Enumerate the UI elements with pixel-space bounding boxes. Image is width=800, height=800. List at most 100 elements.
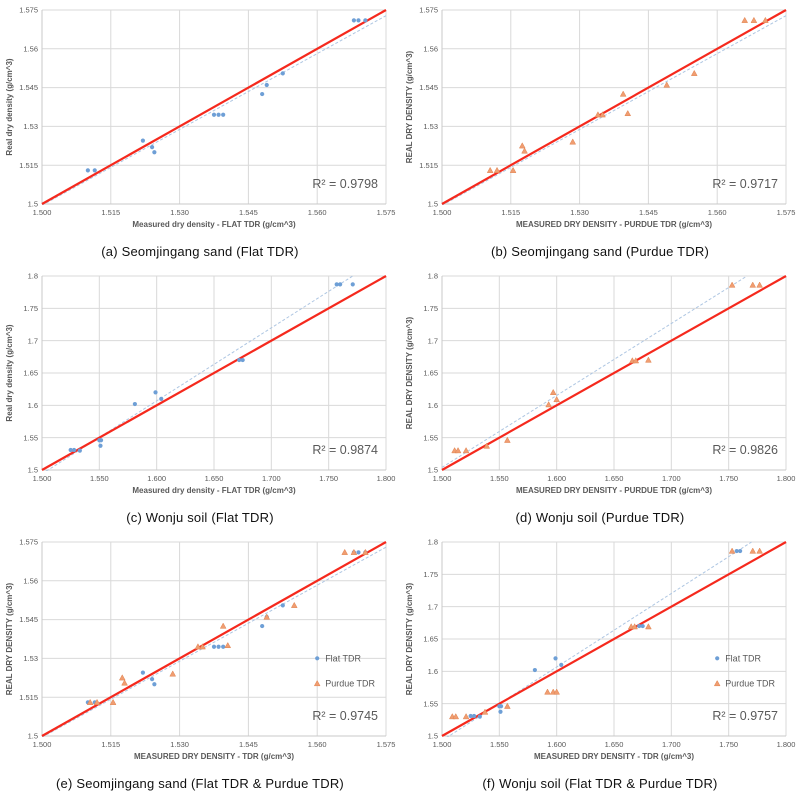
flat-tdr-point	[738, 548, 743, 554]
flat-tdr-point	[734, 548, 739, 554]
purdue-tdr-point	[632, 357, 640, 364]
flat-tdr-point	[149, 676, 155, 682]
flat-tdr-point	[85, 168, 90, 173]
flat-tdr-point	[92, 168, 97, 173]
scatter-series-purdue-tdr	[451, 281, 763, 454]
scatter-series-flat-tdr	[468, 548, 743, 719]
legend: Flat TDR Purdue TDR	[713, 653, 776, 689]
y-tick-label: 1.56	[423, 44, 438, 53]
x-tick-label: 1.500	[33, 208, 52, 217]
x-tick-label: 1.650	[605, 474, 624, 483]
y-tick-label: 1.65	[23, 369, 38, 378]
y-axis-title: REAL DRY DENSITY (g/cm^3)	[5, 582, 14, 695]
purdue-tdr-point	[493, 166, 501, 173]
flat-tdr-point	[350, 282, 355, 287]
flat-tdr-point	[637, 623, 642, 629]
plot-area	[41, 9, 387, 205]
flat-tdr-point	[559, 662, 564, 667]
purdue-tdr-point	[631, 623, 638, 630]
purdue-tdr-point	[118, 674, 126, 681]
purdue-tdr-point	[263, 613, 271, 620]
identity-trendline	[441, 275, 787, 471]
x-tick-label: 1.545	[239, 740, 258, 749]
y-tick-label: 1.545	[19, 83, 38, 92]
plot-area	[441, 275, 787, 471]
y-tick-label: 1.56	[23, 576, 38, 585]
plot-area	[41, 541, 387, 737]
y-tick-label: 1.56	[23, 44, 38, 53]
r-squared-label: R² = 0.9826	[712, 443, 778, 457]
chart-a-seomjingang-flat: R² = 0.9798 1.500 1.515 1.530 1.545 1.560 1.57…	[5, 6, 396, 229]
flat-tdr-point	[477, 714, 482, 719]
y-tick-label: 1.8	[428, 272, 438, 281]
purdue-tdr-point	[462, 713, 470, 720]
flat-tdr-point	[221, 644, 226, 649]
x-tick-label: 1.560	[708, 208, 727, 217]
y-tick-label: 1.5	[28, 732, 38, 741]
figure-b: R² = 0.9717 1.500 1.515 1.530 1.545 1.560 1.57…	[400, 2, 800, 268]
flat-tdr-point	[260, 623, 265, 629]
purdue-tdr-point	[762, 16, 769, 23]
x-tick-label: 1.500	[433, 474, 452, 483]
fit-trendline	[41, 546, 387, 737]
flat-tdr-point	[140, 138, 146, 143]
figure-e: R² = 0.9745 Flat TDR Purdue TDR 1.500 1.515 1…	[0, 534, 400, 800]
chart-c-wonju-flat: R² = 0.9874 1.500 1.550 1.600 1.650 1.700 1.75…	[5, 272, 395, 495]
flat-tdr-point	[152, 682, 157, 687]
identity-trendline	[441, 9, 787, 205]
y-tick-label: 1.545	[419, 83, 438, 92]
y-tick-label: 1.575	[419, 6, 438, 15]
gridlines	[441, 9, 787, 205]
flat-tdr-point	[132, 401, 137, 407]
x-tick-label: 1.700	[662, 740, 681, 749]
x-tick-label: 1.650	[205, 474, 224, 483]
legend-label-purdue-tdr: Purdue TDR	[725, 679, 775, 689]
x-tick-label: 1.550	[490, 740, 509, 749]
flat-tdr-point	[149, 144, 155, 150]
y-tick-label: 1.75	[423, 570, 438, 579]
scatter-series-flat-tdr	[85, 550, 368, 705]
purdue-tdr-point	[645, 356, 652, 363]
purdue-tdr-point	[109, 698, 117, 705]
y-tick-label: 1.53	[423, 122, 438, 131]
purdue-tdr-point	[169, 670, 177, 677]
y-tick-label: 1.55	[423, 433, 438, 442]
purdue-tdr-point	[224, 641, 232, 649]
y-tick-label: 1.8	[428, 538, 438, 547]
purdue-tdr-point	[341, 548, 349, 555]
y-tick-label: 1.7	[428, 602, 438, 611]
y-tick-label: 1.515	[19, 161, 38, 170]
flat-tdr-point	[152, 150, 157, 155]
x-tick-label: 1.560	[308, 208, 327, 217]
purdue-tdr-point	[569, 138, 577, 145]
legend-label-purdue-tdr: Purdue TDR	[325, 679, 375, 689]
flat-tdr-point	[334, 282, 339, 287]
tick-labels: 1.500 1.550 1.600 1.650 1.700 1.750 1.800 1.5 1.…	[423, 538, 795, 749]
identity-trendline	[41, 275, 387, 471]
flat-tdr-point	[216, 644, 221, 649]
x-tick-label: 1.575	[377, 208, 396, 217]
purdue-tdr-point	[690, 69, 698, 76]
figure-f: R² = 0.9757 Flat TDR Purdue TDR 1.500 1.550 1…	[400, 534, 800, 800]
purdue-tdr-point	[86, 698, 94, 705]
tick-labels: 1.500 1.515 1.530 1.545 1.560 1.575 1.5 1.515 1.…	[19, 538, 395, 749]
tick-labels: 1.500 1.550 1.600 1.650 1.700 1.750 1.800 1.5 1.…	[23, 272, 395, 483]
purdue-tdr-point	[594, 111, 602, 118]
x-tick-label: 1.575	[377, 740, 396, 749]
purdue-tdr-point	[749, 547, 757, 554]
y-axis-title: Real dry density (g/cm^3)	[5, 58, 14, 155]
flat-tdr-point	[532, 667, 537, 673]
y-tick-label: 1.55	[423, 699, 438, 708]
flat-tdr-point	[98, 443, 103, 448]
flat-tdr-point	[98, 438, 104, 443]
flat-tdr-point	[153, 390, 158, 395]
flat-tdr-point	[264, 82, 269, 88]
x-tick-label: 1.530	[170, 740, 189, 749]
purdue-tdr-point	[545, 401, 552, 408]
x-tick-label: 1.500	[433, 740, 452, 749]
scatter-series-purdue-tdr	[86, 548, 369, 705]
purdue-tdr-point	[728, 547, 736, 554]
flat-tdr-point	[260, 91, 265, 97]
scatter-series-flat-tdr	[85, 18, 368, 173]
